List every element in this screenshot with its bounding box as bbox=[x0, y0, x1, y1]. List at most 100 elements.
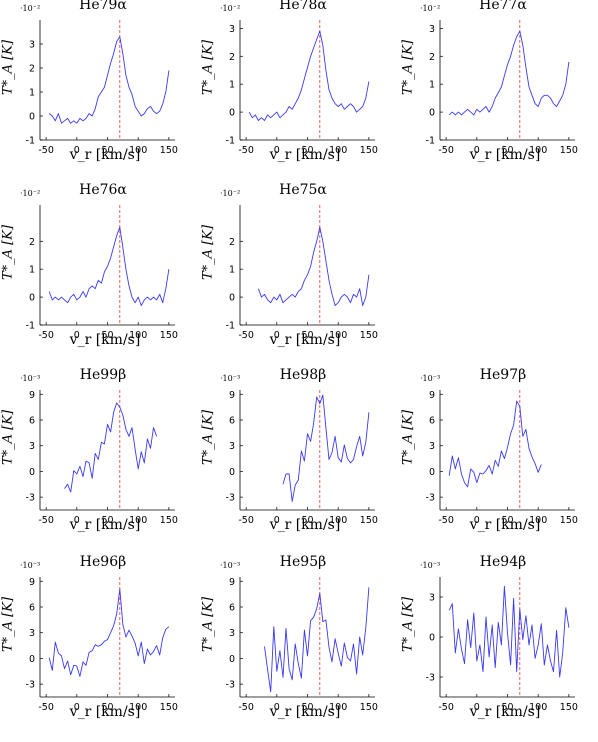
plot-area: -50 0 50 100 150 -3 0 3 6 9 bbox=[26, 390, 178, 526]
x-tick-label: 50 bbox=[101, 330, 113, 341]
axis-exponent-label: ·10⁻² bbox=[220, 189, 241, 198]
y-tick-label: 1 bbox=[29, 88, 35, 99]
spectrum-panel: -50 0 50 100 150 -1 0 1 2 3 He77α ·10⁻² T*_A [K] v_r … bbox=[400, 0, 598, 185]
y-tick-label: -3 bbox=[26, 493, 35, 504]
y-axis-label: T*_A [K] bbox=[200, 39, 216, 96]
x-tick-label: 50 bbox=[101, 145, 113, 156]
x-tick-label: 0 bbox=[274, 702, 280, 713]
y-tick-label: 1 bbox=[429, 80, 435, 91]
x-tick-label: 100 bbox=[329, 702, 347, 713]
x-axis-label: v_r [km/s] bbox=[469, 704, 541, 720]
y-tick-label: 1 bbox=[229, 80, 235, 91]
x-tick-label: 0 bbox=[74, 515, 80, 526]
y-tick-label: -1 bbox=[226, 321, 235, 332]
y-tick-label: 9 bbox=[229, 390, 235, 401]
y-axis-label: T*_A [K] bbox=[200, 409, 216, 466]
y-axis-label: T*_A [K] bbox=[400, 39, 416, 96]
x-axis-label: v_r [km/s] bbox=[69, 147, 141, 163]
x-tick-label: 50 bbox=[301, 330, 313, 341]
x-tick-label: -50 bbox=[238, 515, 254, 526]
y-tick-label: 0 bbox=[229, 293, 235, 304]
x-tick-label: 0 bbox=[74, 145, 80, 156]
y-tick-label: 1 bbox=[29, 265, 35, 276]
y-axis-label: T*_A [K] bbox=[0, 409, 16, 466]
x-tick-label: 150 bbox=[160, 515, 178, 526]
x-tick-label: 150 bbox=[360, 702, 378, 713]
x-axis-label: v_r [km/s] bbox=[69, 332, 141, 348]
y-tick-label: -1 bbox=[426, 136, 435, 147]
x-tick-label: 0 bbox=[474, 145, 480, 156]
spectrum-line bbox=[48, 226, 170, 306]
axis-exponent-label: ·10⁻³ bbox=[420, 561, 441, 570]
y-tick-label: 9 bbox=[429, 390, 435, 401]
x-tick-label: -50 bbox=[238, 330, 254, 341]
panel-title: He79α bbox=[79, 0, 127, 13]
y-tick-label: 0 bbox=[229, 108, 235, 119]
y-axis-label: T*_A [K] bbox=[200, 224, 216, 281]
y-tick-label: 2 bbox=[429, 52, 435, 63]
y-axis-label: T*_A [K] bbox=[0, 39, 16, 96]
x-tick-label: 150 bbox=[360, 145, 378, 156]
y-tick-label: -3 bbox=[426, 493, 435, 504]
x-tick-label: 100 bbox=[129, 515, 147, 526]
y-tick-label: 0 bbox=[429, 108, 435, 119]
x-tick-label: -50 bbox=[238, 145, 254, 156]
spectrum-panel: -50 0 50 100 150 -3 0 3 6 9 He96β ·10⁻³ T*_A [K] v_r … bbox=[0, 554, 200, 742]
panel-title: He76α bbox=[79, 182, 127, 198]
panel-title: He95β bbox=[279, 554, 327, 570]
panel-title: He78α bbox=[279, 0, 327, 13]
panel-title: He99β bbox=[79, 367, 127, 383]
spectrum-panel: -50 0 50 100 150 -3 0 3 He94β ·10⁻³ T*_A [K] v_r [k… bbox=[400, 554, 598, 742]
x-tick-label: 100 bbox=[329, 330, 347, 341]
spectrum-line bbox=[448, 400, 542, 488]
x-tick-label: 0 bbox=[274, 330, 280, 341]
y-tick-label: 3 bbox=[229, 628, 235, 639]
x-tick-label: 100 bbox=[129, 145, 147, 156]
axis-exponent-label: ·10⁻² bbox=[420, 4, 441, 13]
y-tick-label: 9 bbox=[29, 577, 35, 588]
panel-title: He97β bbox=[479, 367, 527, 383]
x-tick-label: 150 bbox=[560, 145, 578, 156]
x-tick-label: 0 bbox=[474, 702, 480, 713]
plot-area: -50 0 50 100 150 -1 0 1 2 3 bbox=[26, 20, 178, 156]
x-tick-label: 50 bbox=[301, 702, 313, 713]
spectrum-line bbox=[264, 587, 370, 693]
x-tick-label: 150 bbox=[360, 515, 378, 526]
panel-title: He75α bbox=[279, 182, 327, 198]
plot-area: -50 0 50 100 150 -1 0 1 2 bbox=[226, 205, 378, 341]
spectrum-panel: -50 0 50 100 150 -3 0 3 6 9 He98β ·10⁻³ T*_A [K] v_r … bbox=[200, 367, 400, 555]
x-axis-label: v_r [km/s] bbox=[269, 332, 341, 348]
y-tick-label: 0 bbox=[429, 467, 435, 478]
x-tick-label: 0 bbox=[74, 330, 80, 341]
spectrum-panel: -50 0 50 100 150 -1 0 1 2 3 He78α ·10⁻² T*_A [K] v_r … bbox=[200, 0, 400, 185]
x-tick-label: 50 bbox=[301, 515, 313, 526]
x-tick-label: 100 bbox=[529, 702, 547, 713]
y-tick-label: -1 bbox=[26, 321, 35, 332]
y-axis-label: T*_A [K] bbox=[400, 596, 416, 653]
plot-area: -50 0 50 100 150 -3 0 3 6 9 bbox=[226, 390, 378, 526]
spectrum-panel: -50 0 50 100 150 -1 0 1 2 3 He79α ·10⁻² T*_A [K] v_r … bbox=[0, 0, 200, 185]
x-tick-label: 100 bbox=[129, 702, 147, 713]
y-tick-label: 3 bbox=[29, 628, 35, 639]
x-tick-label: -50 bbox=[38, 702, 54, 713]
x-tick-label: 150 bbox=[160, 702, 178, 713]
y-axis-label: T*_A [K] bbox=[200, 596, 216, 653]
y-axis-label: T*_A [K] bbox=[0, 596, 16, 653]
panel-title: He77α bbox=[479, 0, 527, 13]
x-tick-label: 50 bbox=[101, 515, 113, 526]
axis-exponent-label: ·10⁻² bbox=[20, 4, 41, 13]
x-axis-label: v_r [km/s] bbox=[269, 704, 341, 720]
y-tick-label: 6 bbox=[29, 416, 35, 427]
y-tick-label: 3 bbox=[229, 441, 235, 452]
y-axis-label: T*_A [K] bbox=[0, 224, 16, 281]
y-tick-label: 6 bbox=[429, 416, 435, 427]
spectrum-line bbox=[257, 226, 370, 306]
x-tick-label: -50 bbox=[38, 145, 54, 156]
x-tick-label: 0 bbox=[274, 145, 280, 156]
x-tick-label: 0 bbox=[474, 515, 480, 526]
y-tick-label: 0 bbox=[29, 293, 35, 304]
x-tick-label: 50 bbox=[501, 702, 513, 713]
axis-exponent-label: ·10⁻² bbox=[220, 4, 241, 13]
x-axis-label: v_r [km/s] bbox=[469, 147, 541, 163]
x-tick-label: 100 bbox=[329, 515, 347, 526]
